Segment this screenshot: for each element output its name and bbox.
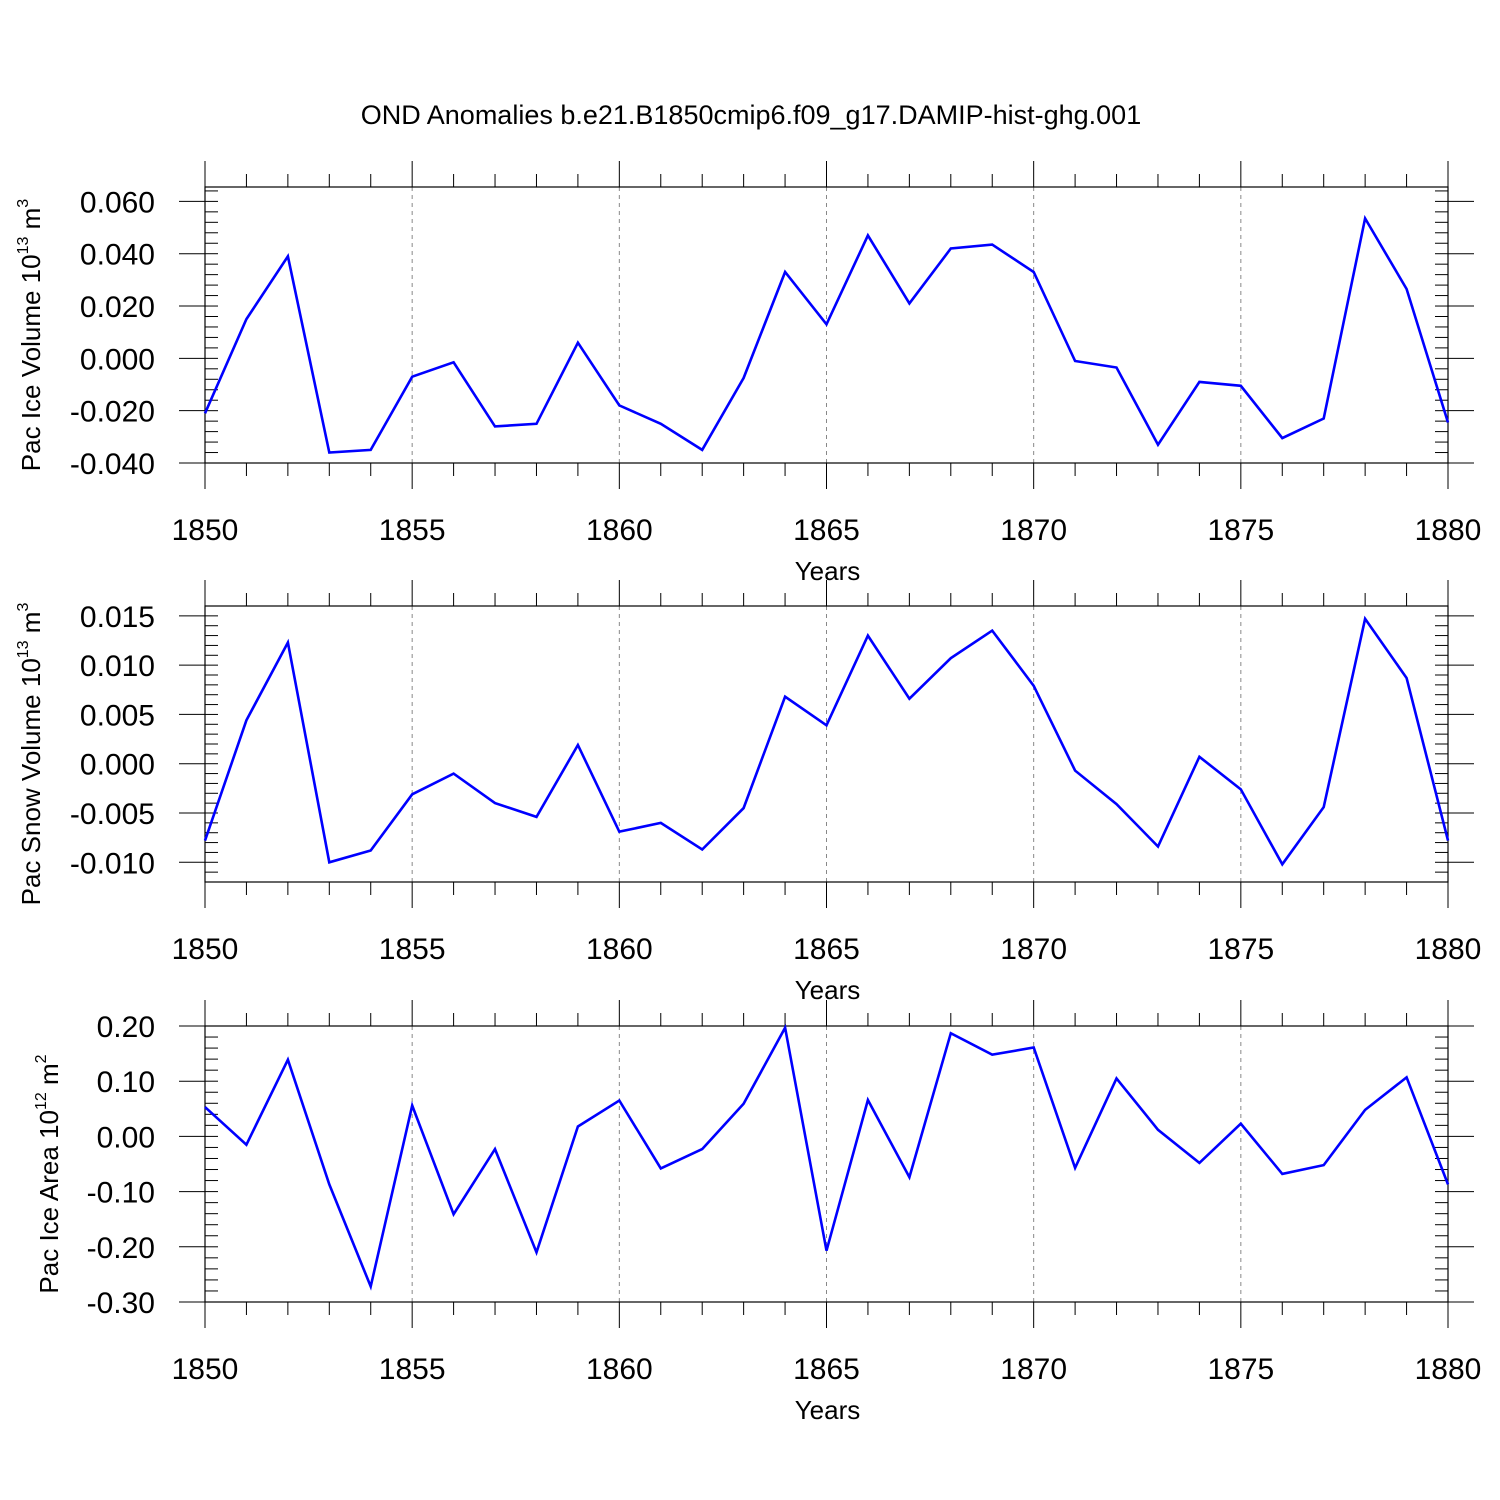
y-tick-label: -0.10 <box>87 1177 155 1210</box>
series-line <box>204 1023 1450 1291</box>
x-tick-label: 1880 <box>1415 514 1482 547</box>
y-tick-label: 0.20 <box>97 1011 155 1044</box>
chart-panel-2: 0.015 0.010 0.005 0.000 -0.005 -0.010 1850 1855… <box>15 580 1481 1005</box>
series-line <box>203 615 1450 867</box>
x-tick-label: 1875 <box>1207 514 1274 547</box>
x-axis-title: Years <box>795 556 861 586</box>
x-tick-label: 1855 <box>379 514 446 547</box>
y-axis-title-unit-exponent: 3 <box>15 199 32 208</box>
y-axis-title-unit-exponent: 3 <box>15 603 32 612</box>
y-axis-title: Pac Snow Volume 1013 m3 <box>15 603 46 906</box>
y-tick-label: 0.060 <box>80 186 155 219</box>
y-axis-title: Pac Ice Volume 1013 m3 <box>15 199 46 472</box>
x-tick-label: 1865 <box>793 514 860 547</box>
figure-title: OND Anomalies b.e21.B1850cmip6.f09_g17.D… <box>361 100 1141 130</box>
x-tick-label: 1865 <box>793 933 860 966</box>
chart-panel-1: 0.060 0.040 0.020 0.000 -0.020 -0.040 1850 1855… <box>15 161 1481 586</box>
x-tick-label: 1880 <box>1415 1353 1482 1386</box>
x-tick-label: 1870 <box>1000 514 1067 547</box>
y-axis-title: Pac Ice Area 1012 m2 <box>33 1054 64 1293</box>
y-tick-label: -0.040 <box>70 448 155 481</box>
y-tick-label: 0.020 <box>80 291 155 324</box>
x-tick-label: 1870 <box>1000 933 1067 966</box>
x-tick-label: 1860 <box>586 1353 653 1386</box>
x-tick-label: 1870 <box>1000 1353 1067 1386</box>
x-tick-label: 1855 <box>379 1353 446 1386</box>
y-tick-label: 0.00 <box>97 1121 155 1154</box>
y-tick-label: -0.020 <box>70 396 155 429</box>
x-tick-label: 1875 <box>1207 1353 1274 1386</box>
y-tick-label: 0.015 <box>80 601 155 634</box>
x-tick-label: 1855 <box>379 933 446 966</box>
y-axis-title-unit: m <box>16 208 46 237</box>
y-tick-label: -0.30 <box>87 1287 155 1320</box>
y-axis-title-main: Pac Ice Volume 10 <box>16 254 46 471</box>
x-axis-title: Years <box>795 1395 861 1425</box>
y-tick-label: 0.010 <box>80 650 155 683</box>
y-tick-label: 0.040 <box>80 239 155 272</box>
x-tick-label: 1880 <box>1415 933 1482 966</box>
y-axis-title-exponent: 13 <box>15 640 32 658</box>
y-tick-label: -0.010 <box>70 847 155 880</box>
x-axis-title: Years <box>795 975 861 1005</box>
y-axis-title-unit-exponent: 2 <box>33 1054 50 1063</box>
x-tick-label: 1865 <box>793 1353 860 1386</box>
x-tick-label: 1860 <box>586 514 653 547</box>
x-tick-label: 1850 <box>172 514 239 547</box>
y-tick-label: 0.005 <box>80 699 155 732</box>
series-line <box>203 214 1450 454</box>
y-tick-label: -0.20 <box>87 1232 155 1265</box>
y-tick-label: 0.10 <box>97 1066 155 1099</box>
y-tick-label: -0.005 <box>70 798 155 831</box>
x-tick-label: 1860 <box>586 933 653 966</box>
y-tick-label: 0.000 <box>80 749 155 782</box>
y-axis-title-main: Pac Ice Area 10 <box>34 1110 64 1294</box>
x-tick-label: 1850 <box>172 1353 239 1386</box>
y-axis-title-unit: m <box>34 1063 64 1092</box>
x-tick-label: 1875 <box>1207 933 1274 966</box>
chart-panel-3: 0.20 0.10 0.00 -0.10 -0.20 -0.30 1850 1855 1860 1… <box>33 1000 1481 1425</box>
y-axis-title-exponent: 12 <box>33 1092 50 1110</box>
x-tick-label: 1850 <box>172 933 239 966</box>
panels: 0.060 0.040 0.020 0.000 -0.020 -0.040 1850 1855… <box>15 161 1481 1425</box>
y-axis-title-main: Pac Snow Volume 10 <box>16 658 46 905</box>
y-axis-title-unit: m <box>16 612 46 641</box>
y-tick-label: 0.000 <box>80 343 155 376</box>
y-axis-title-exponent: 13 <box>15 236 32 254</box>
